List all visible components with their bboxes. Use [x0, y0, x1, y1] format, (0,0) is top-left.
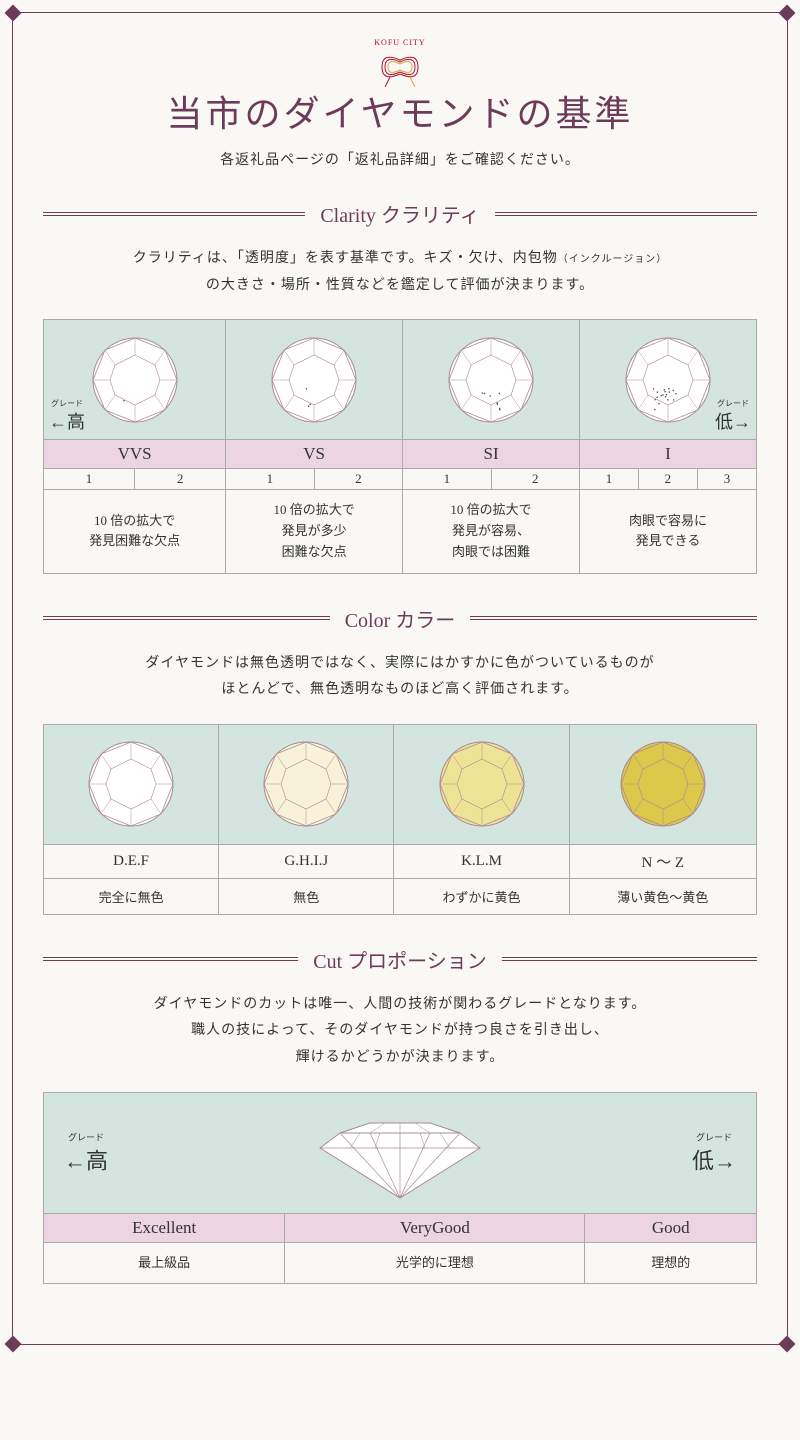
text: ダイヤモンドのカットは唯一、人間の技術が関わるグレードとなります。 — [154, 997, 647, 1012]
clarity-diamond-cell — [403, 320, 580, 440]
color-diamond-cell — [44, 724, 219, 844]
clarity-sub-grade: 1 — [44, 469, 135, 490]
section-header-cut: Cut プロポーション — [43, 945, 757, 974]
color-grade-label: K.L.M — [394, 844, 569, 878]
corner-ornament — [5, 1336, 22, 1353]
clarity-diamond-cell: グレード←高 — [44, 320, 226, 440]
logo-knot-icon — [370, 47, 430, 77]
text-small: （インクルージョン） — [558, 254, 668, 265]
cut-table: グレード ←高 — [43, 1092, 757, 1285]
color-diamond-cell — [569, 724, 756, 844]
color-grade-label: G.H.I.J — [219, 844, 394, 878]
text: ダイヤモンドは無色透明ではなく、実際にはかすかに色がついているものが — [145, 656, 654, 671]
clarity-diamond-cell: グレード低→ — [580, 320, 757, 440]
cut-grade-desc: 最上級品 — [44, 1242, 285, 1284]
grade-high-indicator: グレード←高 — [49, 400, 85, 434]
section-header-clarity: Clarity クラリティ — [43, 199, 757, 228]
corner-ornament — [779, 1336, 796, 1353]
clarity-grade-desc: 肉眼で容易に発見できる — [580, 490, 757, 573]
page-title: 当市のダイヤモンドの基準 — [43, 85, 757, 137]
grade-low-indicator: グレード低→ — [715, 400, 751, 434]
cut-grade-label: VeryGood — [285, 1213, 585, 1242]
cut-grade-desc: 理想的 — [585, 1242, 757, 1284]
cut-grade-label: Excellent — [44, 1213, 285, 1242]
divider — [470, 616, 757, 620]
grade-low-indicator: グレード 低→ — [692, 1130, 736, 1175]
clarity-grade-name: SI — [403, 440, 580, 469]
page-subtitle: 各返礼品ページの「返礼品詳細」をご確認ください。 — [43, 149, 757, 169]
text: 職人の技によって、そのダイヤモンドが持つ良さを引き出し、 — [191, 1023, 609, 1038]
text: の大きさ・場所・性質などを鑑定して評価が決まります。 — [206, 278, 594, 293]
corner-ornament — [779, 5, 796, 22]
diamond-side-icon — [310, 1103, 490, 1203]
page-frame: KOFU CITY 当市のダイヤモンドの基準 各返礼品ページの「返礼品詳細」をご… — [12, 12, 788, 1345]
clarity-grade-desc: 10 倍の拡大で発見が容易、肉眼では困難 — [403, 490, 580, 573]
divider — [495, 212, 757, 216]
section-header-color: Color カラー — [43, 604, 757, 633]
color-table: D.E.FG.H.I.JK.L.MN ～ Z 完全に無色無色わずかに黄色薄い黄色… — [43, 724, 757, 915]
clarity-table: グレード←高 グレード低→ VVSVSSII 12121 — [43, 319, 757, 573]
corner-ornament — [5, 5, 22, 22]
cut-description: ダイヤモンドのカットは唯一、人間の技術が関わるグレードとなります。 職人の技によ… — [43, 992, 757, 1072]
clarity-sub-grade: 2 — [314, 469, 402, 490]
clarity-sub-grade: 1 — [226, 469, 314, 490]
color-grade-desc: わずかに黄色 — [394, 878, 569, 914]
clarity-description: クラリティは、「透明度」を表す基準です。キズ・欠け、内包物（インクルージョン） … — [43, 246, 757, 299]
text: 輝けるかどうかが決まります。 — [296, 1050, 505, 1065]
clarity-sub-grade: 2 — [135, 469, 226, 490]
divider — [43, 616, 330, 620]
color-grade-desc: 薄い黄色〜黄色 — [569, 878, 756, 914]
divider — [43, 212, 305, 216]
clarity-grade-name: VS — [226, 440, 403, 469]
grade-high-indicator: グレード ←高 — [64, 1130, 108, 1175]
clarity-grade-name: I — [580, 440, 757, 469]
color-description: ダイヤモンドは無色透明ではなく、実際にはかすかに色がついているものが ほとんどで… — [43, 651, 757, 704]
text: ほとんどで、無色透明なものほど高く評価されます。 — [221, 682, 578, 697]
text: 低 — [692, 1148, 714, 1173]
divider — [502, 957, 757, 961]
section-title: Color カラー — [345, 604, 456, 633]
color-grade-desc: 完全に無色 — [44, 878, 219, 914]
text: 高 — [86, 1148, 108, 1173]
color-diamond-cell — [219, 724, 394, 844]
cut-grade-label: Good — [585, 1213, 757, 1242]
color-grade-desc: 無色 — [219, 878, 394, 914]
clarity-grade-name: VVS — [44, 440, 226, 469]
ruby-text: グレード — [692, 1130, 736, 1143]
text: クラリティは、「透明度」を表す基準です。キズ・欠け、内包物 — [133, 251, 558, 266]
cut-grade-desc: 光学的に理想 — [285, 1242, 585, 1284]
logo: KOFU CITY — [43, 38, 757, 77]
clarity-sub-grade: 3 — [697, 469, 756, 490]
section-title: Clarity クラリティ — [320, 199, 479, 228]
clarity-sub-grade: 2 — [491, 469, 579, 490]
color-grade-label: N ～ Z — [569, 844, 756, 878]
color-grade-label: D.E.F — [44, 844, 219, 878]
color-diamond-cell — [394, 724, 569, 844]
ruby-text: グレード — [64, 1130, 108, 1143]
clarity-diamond-cell — [226, 320, 403, 440]
cut-diamond-cell: グレード ←高 — [44, 1092, 757, 1213]
clarity-sub-grade: 2 — [638, 469, 697, 490]
clarity-sub-grade: 1 — [403, 469, 491, 490]
clarity-grade-desc: 10 倍の拡大で発見困難な欠点 — [44, 490, 226, 573]
clarity-sub-grade: 1 — [580, 469, 639, 490]
logo-text: KOFU CITY — [43, 38, 757, 47]
divider — [43, 957, 298, 961]
clarity-grade-desc: 10 倍の拡大で発見が多少困難な欠点 — [226, 490, 403, 573]
section-title: Cut プロポーション — [313, 945, 487, 974]
